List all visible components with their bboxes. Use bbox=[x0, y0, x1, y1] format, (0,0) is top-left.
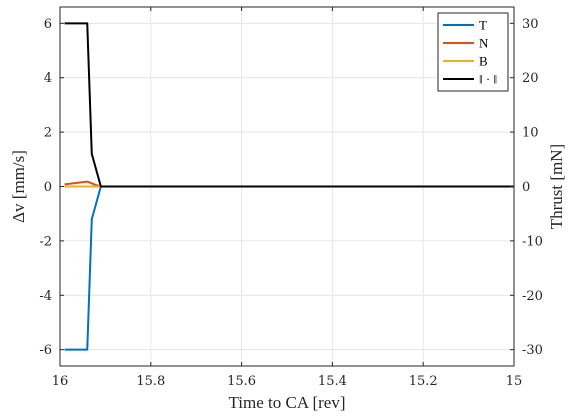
y-left-tick-label: 6 bbox=[44, 17, 52, 32]
y-right-tick-label: 30 bbox=[522, 17, 539, 32]
legend-label: N bbox=[479, 36, 489, 51]
legend-label: B bbox=[479, 54, 488, 69]
x-tick-label: 15 bbox=[506, 374, 523, 389]
x-tick-label: 15.6 bbox=[227, 374, 256, 389]
y-right-tick-label: 20 bbox=[522, 71, 539, 86]
series-layer bbox=[64, 22, 514, 351]
y-left-tick-label: 0 bbox=[44, 180, 52, 195]
y-left-tick-label: -2 bbox=[39, 234, 52, 249]
y-left-tick-label: 2 bbox=[44, 126, 52, 141]
y-right-tick-label: -10 bbox=[522, 234, 543, 249]
y-axis-left-label: Δv [mm/s] bbox=[9, 150, 28, 223]
y-right-tick-label: 10 bbox=[522, 126, 539, 141]
series-line-3 bbox=[64, 22, 514, 188]
y-axis-right-label: Thrust [mN] bbox=[547, 144, 566, 229]
x-tick-label: 15.4 bbox=[318, 374, 347, 389]
y-left-tick-label: -6 bbox=[39, 343, 52, 358]
x-tick-label: 15.8 bbox=[136, 374, 165, 389]
legend-label: T bbox=[479, 18, 487, 33]
x-axis-label: Time to CA [rev] bbox=[229, 393, 346, 412]
y-right-tick-label: 0 bbox=[522, 180, 530, 195]
legend-label: ‖ · ‖ bbox=[479, 72, 497, 87]
y-right-tick-label: -30 bbox=[522, 343, 543, 358]
x-tick-label: 15.2 bbox=[409, 374, 438, 389]
y-right-tick-label: -20 bbox=[522, 289, 543, 304]
ticks: 16 15.8 15.6 15.4 15.2 156420-2-4-63020100-10… bbox=[39, 7, 543, 389]
series-line-0 bbox=[64, 185, 514, 351]
x-tick-label: 16 bbox=[52, 374, 69, 389]
y-left-tick-label: 4 bbox=[44, 71, 52, 86]
y-left-tick-label: -4 bbox=[39, 289, 52, 304]
legend: TNB ‖ · ‖ bbox=[437, 12, 509, 92]
